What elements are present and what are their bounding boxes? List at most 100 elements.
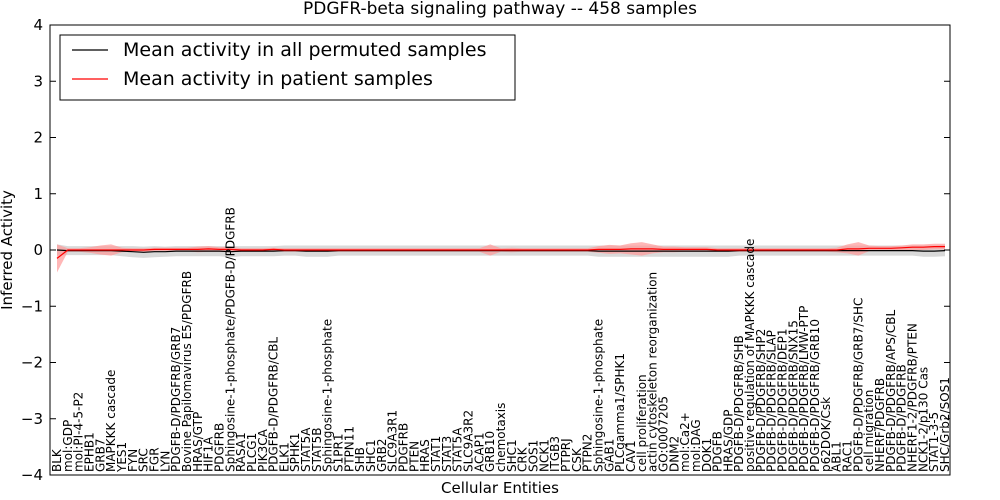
entity-label: PDGFB-D/PDGFRB/GRB7/SHC: [851, 298, 865, 472]
entity-label: MAPKKK cascade: [104, 370, 118, 472]
entity-label: PDGFB-D/PDGFRB/GRB10: [808, 319, 822, 472]
entity-label: mol:PI-4-5-P2: [72, 392, 86, 472]
entity-label: STAT5B: [310, 428, 324, 473]
entity-label: PDGFB-D/PDGFRB/SHP2: [754, 329, 768, 472]
series-line-patient: [56, 246, 945, 259]
entity-label: HRAS/GTP: [191, 412, 205, 472]
legend-label-permuted: Mean activity in all permuted samples: [123, 39, 486, 61]
x-axis-label: Cellular Entities: [441, 479, 559, 497]
entity-label: PDGFRB: [212, 423, 226, 472]
legend-label-patient: Mean activity in patient samples: [123, 68, 433, 90]
entity-label: SHC1: [505, 439, 519, 472]
entity-label: CSK: [570, 447, 584, 472]
entity-label: PTEN: [407, 441, 421, 472]
entity-label: GAB1: [602, 439, 616, 472]
entity-label: EPHB1: [83, 432, 97, 472]
entity-label: FYN: [126, 449, 140, 472]
entity-label: SHB: [353, 447, 367, 472]
y-tick-label: −2: [21, 354, 43, 372]
entity-label: LYN: [158, 451, 172, 472]
entity-label: STAT1-3-5: [927, 412, 941, 472]
legend: Mean activity in all permuted samples Me…: [59, 34, 516, 101]
entity-label: NCK1: [537, 439, 551, 472]
entity-label: GRB10: [483, 431, 497, 472]
entity-label: ACAP1: [472, 433, 486, 472]
entity-label: STAT5A: [299, 427, 313, 472]
y-tick-label: 0: [33, 241, 43, 259]
entity-label: Sphingosine-1-phosphate/PDGFB-D/PDGFRB: [223, 207, 237, 472]
entity-label: PTPRJ: [559, 438, 573, 472]
entity-label: PTPN2: [581, 434, 595, 472]
entity-label: PDGFRB: [397, 423, 411, 472]
entity-label: cell proliferation: [635, 374, 649, 472]
entity-label: GO:0007205: [656, 396, 670, 472]
entity-label: SPHK1: [288, 433, 302, 472]
entity-label: PDGFB-D/PDGFRB: [895, 364, 909, 472]
entity-label: SRC: [137, 448, 151, 472]
entity-label: S1PR1: [332, 434, 346, 472]
entity-label: STAT5A: [451, 427, 465, 472]
entity-label: STAT1: [429, 436, 443, 472]
entity-label: PDGFB-D/PDGFRB/APS/CBL: [884, 309, 898, 472]
entity-label: PDGFB-D/PDGFRB/SNX15: [786, 320, 800, 472]
entity-label: CRK: [516, 446, 530, 472]
entity-label: CAV1: [624, 440, 638, 472]
entity-label: Sphingosine-1-phosphate: [321, 319, 335, 472]
entity-label: PDGFB-D/PDGFRB/GRB7: [169, 327, 183, 472]
entity-label: chemotaxis: [494, 403, 508, 472]
y-axis-label: Inferred Activity: [0, 190, 16, 310]
entity-label: PDGFB-D/PDGFRB/SHB: [732, 335, 746, 472]
entity-label: DOK1: [700, 438, 714, 472]
entity-label: FGR: [148, 447, 162, 472]
series-lines: [56, 246, 946, 259]
entity-label: p62DOK/Csk: [819, 397, 833, 472]
entity-label: NHERF/PDGFRB: [873, 378, 887, 472]
entity-label: PDGFB-D/PDGFRB/LMW-PTP: [797, 306, 811, 472]
entity-label: RASA1: [234, 432, 248, 472]
entity-label: actin cytoskeleton reorganization: [646, 272, 660, 472]
entity-label: HRAS/GDP: [721, 409, 735, 472]
entity-label: ABL1: [830, 441, 844, 472]
entity-label: PDGFB-D/PDGFRB/SLAP: [765, 330, 779, 472]
y-tick-label: 1: [33, 185, 43, 203]
y-tick-label: 2: [33, 129, 43, 147]
entity-label: mol:DAG: [689, 419, 703, 472]
entity-label: ELK1: [277, 442, 291, 472]
chart-title: PDGFR-beta signaling pathway -- 458 samp…: [303, 0, 697, 19]
entity-label: Bovine Papilomavirus E5/PDGFRB: [180, 271, 194, 472]
entity-label: SOS1: [527, 440, 541, 472]
entity-label: mol:Ca2+: [678, 412, 692, 472]
entity-label: cell migration: [862, 390, 876, 472]
entity-label: SHC/Grb2/SOS1: [938, 377, 952, 472]
entity-label: BLK: [50, 448, 64, 472]
entity-label: PTPN11: [342, 426, 356, 472]
entity-label: RAC1: [841, 440, 855, 472]
entity-label: SLC9A3R1: [386, 410, 400, 472]
y-tick-label: −1: [21, 297, 43, 315]
entity-label: YES1: [115, 442, 129, 473]
entity-label: mol:GDP: [61, 420, 75, 472]
entity-label: PDGFB: [711, 431, 725, 472]
entity-label: HIF1A: [202, 436, 216, 472]
y-tick-label: −4: [21, 466, 43, 484]
entity-label: PLCG1: [245, 433, 259, 472]
entity-label: GRB7: [93, 438, 107, 472]
entity-label: DNM2: [667, 436, 681, 472]
entity-label: PLCgamma1/SPHK1: [613, 353, 627, 472]
entity-label: GRB2: [375, 438, 389, 472]
y-tick-label: 4: [33, 16, 43, 34]
entity-label: Sphingosine-1-phosphate: [592, 319, 606, 472]
entity-label: STAT3: [440, 436, 454, 472]
y-tick-label: 3: [33, 72, 43, 90]
entity-label: positive regulation of MAPKKK cascade: [743, 239, 757, 472]
entity-label: PIK3CA: [256, 428, 270, 472]
legend-box: [59, 34, 516, 101]
entity-label: NCK1-2/p130 Cas: [916, 367, 930, 472]
y-axis: −4 −3 −2 −1 0 1 2 3 4: [21, 16, 950, 484]
entity-label: PDGFB-D/PDGFRB/DEP1: [776, 328, 790, 472]
entity-label: ITGB3: [548, 436, 562, 472]
entity-label: HRAS: [418, 439, 432, 472]
entity-label: PDGFB-D/PDGFRB/CBL: [267, 337, 281, 472]
